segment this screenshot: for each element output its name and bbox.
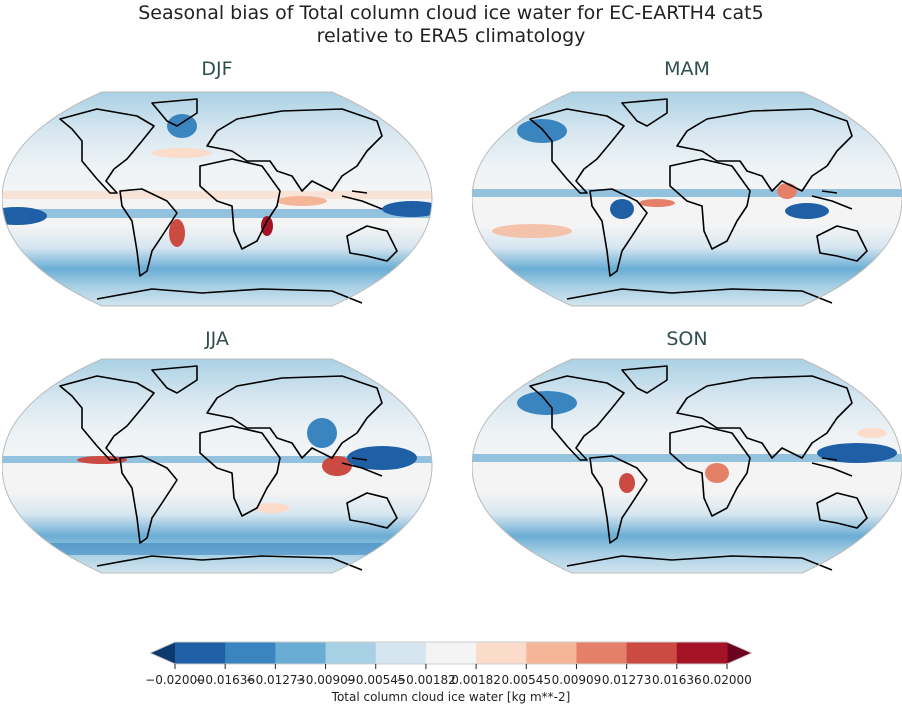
- colorbar-bin: [325, 642, 377, 664]
- colorbar-bin: [576, 642, 628, 664]
- map-panel-son: [472, 358, 902, 574]
- colorbar-tick-label: 0.00545: [501, 673, 552, 687]
- colorbar-extend-low: [150, 642, 175, 664]
- colorbar-tick-label: −0.01273: [245, 673, 306, 687]
- colorbar-bin: [425, 642, 477, 664]
- colorbar-bin: [375, 642, 427, 664]
- colorbar: [150, 641, 752, 669]
- colorbar-bin: [225, 642, 276, 664]
- colorbar-bin: [275, 642, 327, 664]
- colorbar-bin: [626, 642, 678, 664]
- map-panel-jja: [2, 358, 433, 574]
- colorbar-bin: [476, 642, 527, 664]
- colorbar-tick-label: 0.02000: [702, 673, 752, 687]
- colorbar-tick-label: 0.00909: [551, 673, 602, 687]
- map-panel-mam: [472, 91, 902, 307]
- colorbar-extend-high: [727, 642, 752, 664]
- panel-title-djf: DJF: [201, 58, 233, 80]
- colorbar-tick-label: −0.00909: [295, 673, 356, 687]
- panel-title-mam: MAM: [664, 58, 710, 80]
- colorbar-tick-label: −0.02000: [145, 673, 205, 687]
- colorbar-tick-label: −0.01636: [195, 673, 256, 687]
- panel-title-jja: JJA: [205, 328, 229, 350]
- colorbar-label: Total column cloud ice water [kg m**-2]: [331, 690, 571, 704]
- colorbar-tick-label: −0.00545: [345, 673, 406, 687]
- figure-title-line2: relative to ERA5 climatology: [316, 25, 586, 47]
- map-panel-djf: [2, 91, 433, 307]
- colorbar-tick-label: 0.00182: [451, 673, 501, 687]
- figure-title-line1: Seasonal bias of Total column cloud ice …: [138, 2, 764, 24]
- colorbar-bin: [676, 642, 728, 664]
- colorbar-bin: [175, 642, 226, 664]
- colorbar-bin: [526, 642, 577, 664]
- colorbar-tick-label: 0.01273: [601, 673, 652, 687]
- panel-title-son: SON: [666, 328, 708, 350]
- colorbar-tick-label: −0.00182: [396, 673, 456, 687]
- colorbar-tick-label: 0.01636: [652, 673, 702, 687]
